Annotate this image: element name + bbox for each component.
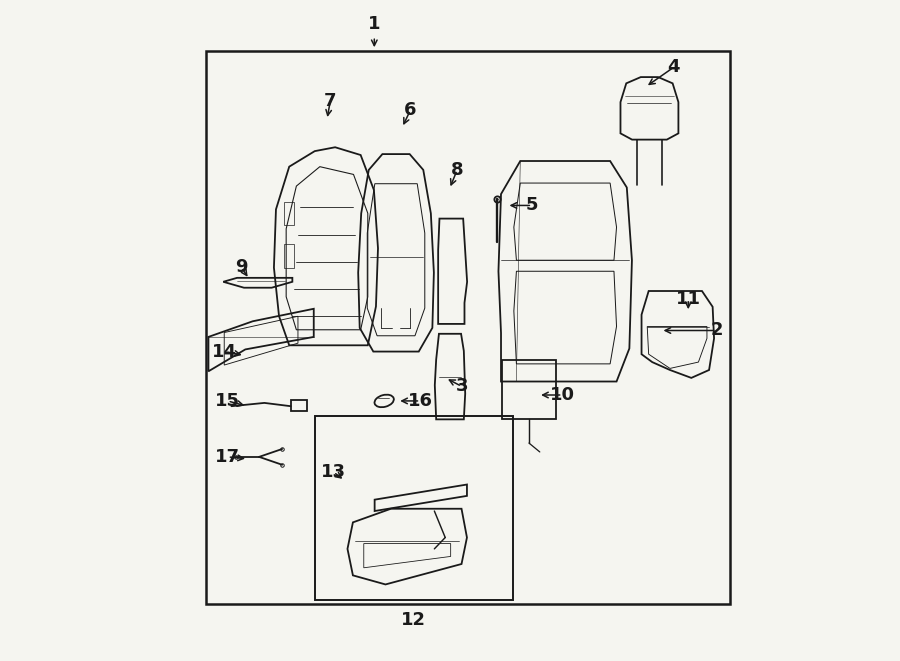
- Text: 11: 11: [676, 290, 701, 308]
- Text: 12: 12: [400, 611, 426, 629]
- Text: 6: 6: [404, 101, 417, 119]
- Text: 3: 3: [455, 377, 468, 395]
- Text: 9: 9: [235, 258, 248, 276]
- Text: 14: 14: [212, 342, 238, 360]
- Text: 8: 8: [451, 161, 464, 179]
- Text: 10: 10: [550, 386, 575, 404]
- Text: 5: 5: [526, 196, 538, 214]
- Text: 2: 2: [710, 321, 723, 340]
- Text: 1: 1: [368, 15, 381, 34]
- Text: 13: 13: [321, 463, 346, 481]
- Text: 16: 16: [408, 392, 433, 410]
- Text: 17: 17: [215, 448, 240, 466]
- Text: 7: 7: [324, 93, 337, 110]
- Text: 15: 15: [215, 392, 240, 410]
- Text: 4: 4: [668, 58, 680, 76]
